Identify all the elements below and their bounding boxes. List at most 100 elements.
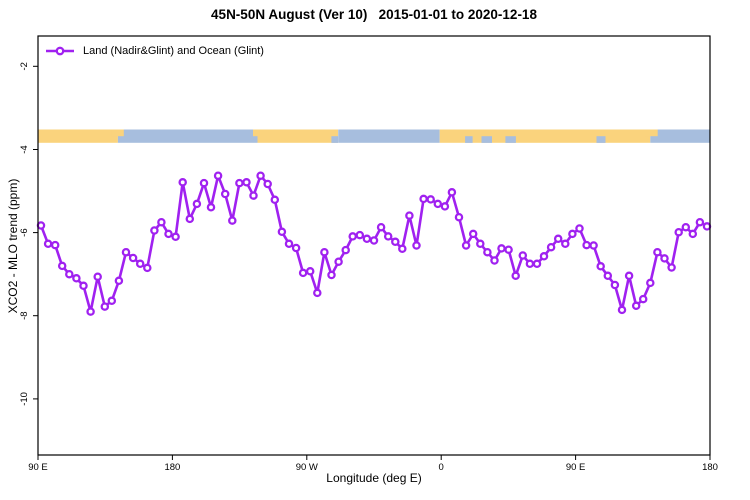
data-point (334, 257, 343, 266)
data-point (454, 212, 464, 222)
data-point (582, 240, 591, 250)
y-tick-label: -2 (19, 62, 30, 70)
data-point (284, 239, 294, 249)
data-point (362, 234, 372, 244)
data-point (419, 194, 428, 204)
data-point (674, 227, 683, 237)
x-tick-label: 180 (164, 462, 180, 473)
data-point (220, 189, 230, 199)
data-point (270, 195, 280, 205)
data-point (277, 227, 287, 237)
data-point (206, 203, 216, 212)
band-fleck (111, 129, 124, 137)
data-point (646, 278, 655, 288)
data-point (476, 239, 485, 249)
data-point (376, 222, 386, 232)
band-fleck (465, 136, 473, 143)
data-point (653, 247, 662, 257)
data-point (532, 259, 542, 269)
data-point (57, 261, 67, 271)
band-fleck (505, 136, 516, 143)
surface-band-segment (650, 129, 710, 143)
data-point (143, 263, 152, 273)
data-point (65, 269, 74, 279)
chart-title: 45N-50N August (Ver 10) 2015-01-01 to 20… (211, 7, 537, 22)
legend-label: Land (Nadir&Glint) and Ocean (Glint) (83, 45, 264, 57)
data-point (511, 271, 520, 281)
surface-band-segment (38, 129, 118, 143)
data-point (235, 178, 244, 188)
data-point (50, 240, 60, 250)
data-point (624, 271, 634, 281)
data-point (79, 281, 88, 291)
surface-band-segment (338, 129, 440, 143)
data-point (157, 217, 166, 227)
x-tick-label: 90 E (28, 462, 48, 473)
data-point (93, 272, 102, 281)
data-point (114, 276, 124, 286)
data-point (546, 242, 556, 252)
data-point (391, 237, 400, 247)
data-point (539, 252, 549, 261)
x-tick-label: 180 (702, 462, 718, 473)
surface-band-segment (257, 129, 339, 143)
data-point (405, 211, 414, 220)
data-point (440, 202, 450, 211)
data-point (72, 274, 81, 283)
data-point (348, 232, 357, 241)
data-point (603, 271, 613, 281)
data-point (461, 241, 471, 250)
data-point (291, 243, 301, 253)
data-point (341, 245, 350, 255)
data-point (135, 259, 145, 269)
data-point (213, 171, 223, 180)
data-point (426, 195, 435, 204)
band-fleck (253, 129, 260, 137)
data-point (483, 247, 492, 257)
data-point (263, 179, 272, 189)
data-point (660, 254, 669, 263)
data-point (383, 232, 393, 241)
x-tick-label: 90 E (566, 462, 586, 473)
surface-band-segment (117, 129, 258, 143)
data-point (398, 244, 407, 254)
y-tick-label: -4 (19, 145, 30, 153)
data-point (100, 302, 110, 311)
y-tick-label: -10 (19, 392, 30, 406)
x-tick-label: 90 W (296, 462, 318, 473)
band-fleck (331, 136, 339, 143)
data-point (638, 294, 648, 304)
y-tick-label: -8 (19, 311, 30, 319)
data-point (667, 263, 676, 272)
data-point (256, 171, 265, 180)
data-point (327, 270, 336, 280)
data-point (589, 241, 598, 250)
y-tick-label: -6 (19, 228, 30, 236)
data-point (164, 229, 173, 239)
data-point (518, 251, 528, 260)
data-point (447, 188, 457, 197)
data-point (561, 239, 570, 249)
data-point (242, 178, 251, 187)
data-point (355, 230, 365, 240)
data-point (199, 178, 209, 188)
legend-marker-icon (46, 46, 74, 56)
data-point (185, 214, 195, 224)
data-point (575, 224, 584, 233)
data-point (86, 307, 95, 316)
x-tick-label: 0 (439, 462, 444, 473)
data-point (36, 221, 46, 230)
data-point (681, 222, 691, 232)
data-point (525, 259, 535, 269)
data-point (369, 236, 379, 245)
band-fleck (596, 136, 606, 143)
data-point (228, 216, 237, 225)
data-point (490, 256, 499, 265)
data-point (298, 268, 308, 278)
data-point (504, 245, 513, 254)
data-point (610, 280, 620, 290)
data-point (178, 178, 187, 187)
data-point (497, 244, 506, 253)
